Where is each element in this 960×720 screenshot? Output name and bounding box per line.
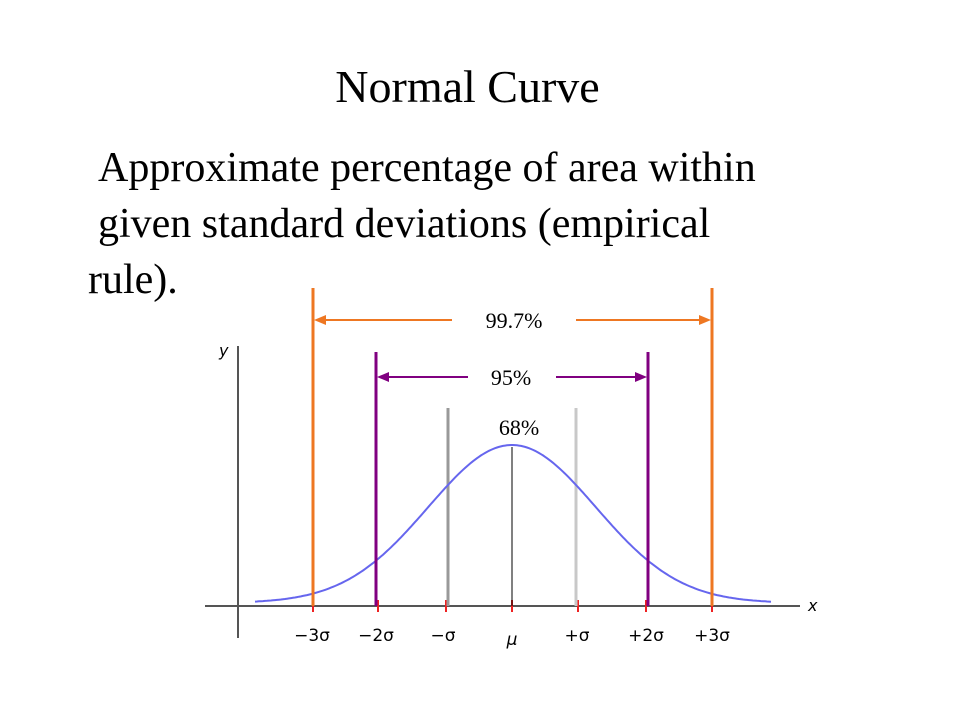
tick-label-minus-2-sigma: −2σ — [358, 626, 394, 646]
x-axis-label: x — [807, 596, 818, 615]
body-line-1: Approximate percentage of area within — [98, 145, 756, 191]
body-line-2: given standard deviations (empirical — [98, 201, 711, 247]
tick-label-minus-sigma: −σ — [430, 626, 455, 646]
tick-label-mu: μ — [506, 630, 518, 650]
tick-label-plus-2-sigma: +2σ — [628, 626, 664, 646]
slide-body-text: Approximate percentage of area within gi… — [88, 140, 878, 308]
interval-95-arrow — [377, 372, 647, 382]
y-axis-label: y — [218, 341, 229, 360]
interval-68-label: 68% — [499, 415, 539, 440]
interval-99-7-arrow — [314, 315, 711, 325]
interval-95-label: 95% — [491, 365, 531, 390]
slide-title: Normal Curve — [335, 61, 600, 112]
tick-label-plus-sigma: +σ — [564, 626, 589, 646]
tick-labels: −3σ −2σ −σ μ +σ +2σ +3σ — [294, 626, 730, 650]
body-line-3: rule). — [88, 257, 178, 303]
tick-label-minus-3-sigma: −3σ — [294, 626, 330, 646]
tick-label-plus-3-sigma: +3σ — [694, 626, 730, 646]
interval-99-7-label: 99.7% — [486, 308, 543, 333]
normal-curve — [254, 444, 772, 603]
